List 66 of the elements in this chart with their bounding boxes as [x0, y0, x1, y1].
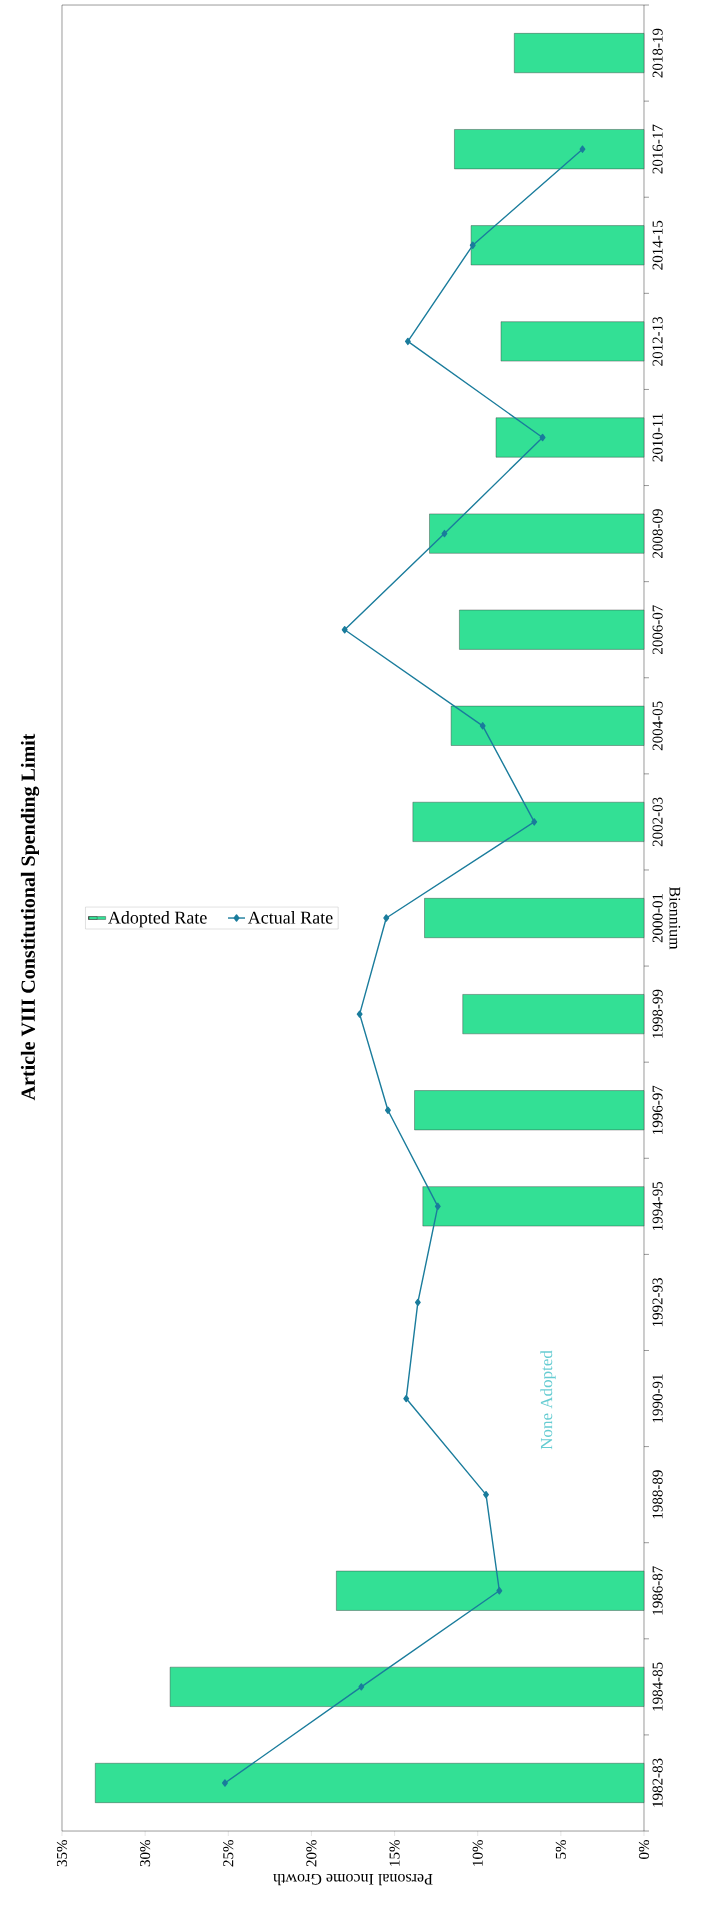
point [383, 914, 390, 922]
point [434, 1202, 441, 1211]
annotation: None Adopted [540, 1350, 556, 1450]
legend-label: Actual Rate [247, 911, 333, 924]
point [531, 818, 538, 826]
bar [514, 33, 645, 73]
x-tick-label: 15% [389, 1840, 400, 1866]
y-tick-label: 1988-89 [652, 1470, 663, 1519]
point [579, 145, 586, 153]
x-tick-label: 20% [306, 1840, 317, 1867]
bar [95, 1763, 645, 1803]
point [403, 1394, 410, 1403]
bar [429, 513, 645, 554]
y-axis-title: Biennium [669, 886, 681, 950]
y-tick-label: 2008-09 [652, 509, 663, 558]
y-tick-label: 2016-17 [652, 124, 663, 174]
bar [495, 417, 645, 458]
point [414, 1298, 421, 1307]
y-tick-label: 1986-87 [652, 1566, 663, 1615]
point [404, 337, 411, 346]
bar [169, 1666, 645, 1707]
y-tick-label: 2002-03 [652, 797, 663, 847]
y-tick-label: 1984-85 [652, 1662, 663, 1711]
bar [450, 705, 645, 746]
y-tick-label: 1992-93 [652, 1278, 663, 1327]
bar [459, 609, 645, 650]
bar [454, 129, 645, 170]
point [539, 433, 546, 442]
y-tick-label: 1994-95 [652, 1181, 663, 1231]
point [496, 1587, 503, 1595]
x-tick-label: 30% [140, 1840, 151, 1867]
bar [422, 1186, 645, 1227]
y-tick-label: 2014-15 [652, 220, 663, 270]
y-tick-label: 1990-91 [652, 1374, 663, 1423]
bar [500, 321, 645, 362]
x-tick-label: 10% [472, 1840, 483, 1866]
text: Article VIII Constitutional Spending Limit [20, 733, 40, 1101]
legend-label: Adopted Rate [108, 911, 207, 928]
y-tick-label: 1996-97 [652, 1085, 663, 1134]
bar [336, 1570, 645, 1611]
y-tick-label: 2006-07 [652, 605, 663, 655]
point [358, 1683, 365, 1691]
x-tick-label: 25% [223, 1840, 234, 1867]
y-tick-label: 2010-11 [652, 413, 663, 462]
bar [462, 994, 645, 1035]
bar [424, 898, 645, 938]
x-tick-label: 0% [638, 1840, 650, 1859]
y-tick-label: 2018-19 [652, 28, 663, 78]
y-tick-label: 1998-99 [652, 989, 663, 1038]
bar [412, 802, 645, 842]
point [341, 626, 348, 634]
point [479, 722, 486, 730]
y-tick-label: 1982-83 [652, 1758, 663, 1807]
x-axis-title: Personal Income Growth [273, 1873, 433, 1886]
bar [414, 1090, 645, 1131]
y-tick-label: 2012-13 [652, 316, 663, 366]
x-tick-label: 35% [56, 1840, 68, 1867]
x-tick-label: 5% [555, 1840, 566, 1859]
point [441, 529, 448, 538]
bar [470, 225, 645, 266]
point [469, 241, 476, 249]
y-tick-label: 2000-01 [652, 893, 663, 943]
point [222, 1779, 228, 1787]
y-tick-label: 2004-05 [652, 701, 663, 751]
point [356, 1010, 363, 1018]
point [384, 1106, 391, 1114]
